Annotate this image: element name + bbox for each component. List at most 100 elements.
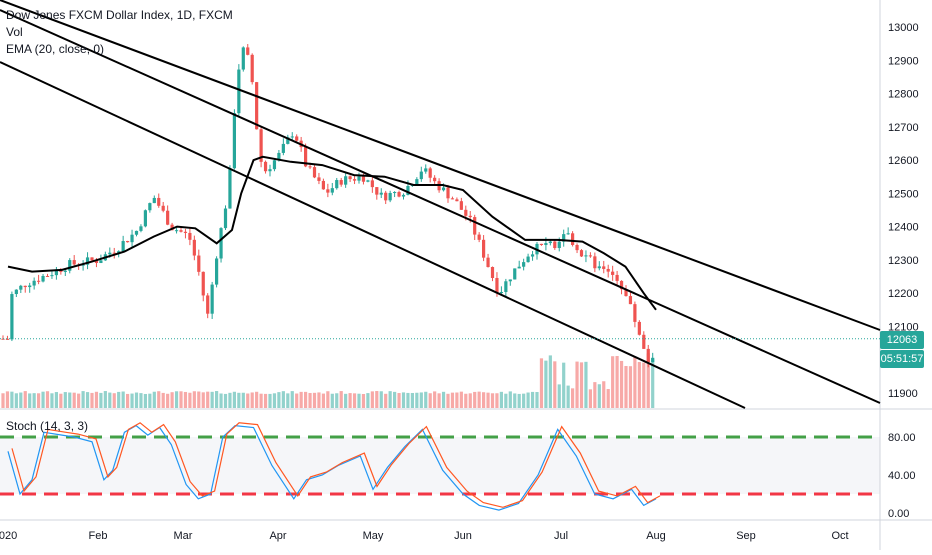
volume-bar-55	[246, 393, 250, 408]
volume-bar-8	[37, 393, 41, 408]
candle-body-109	[486, 257, 490, 268]
legend-volume[interactable]: Vol	[6, 25, 23, 39]
candle-body-58	[259, 129, 263, 162]
volume-bar-121	[539, 358, 544, 408]
volume-bar-0	[1, 393, 5, 408]
volume-bar-52	[232, 391, 236, 408]
volume-bar-114	[508, 391, 512, 408]
candle-body-105	[468, 215, 472, 218]
legend-title[interactable]: Dow Jones FXCM Dollar Index, 1D, FXCM	[6, 8, 233, 22]
candle-body-49	[219, 228, 223, 259]
stoch-k-line	[7, 424, 657, 511]
candle-body-29	[130, 234, 134, 243]
candle-body-106	[473, 217, 477, 235]
candle-body-73	[326, 189, 330, 193]
candle-body-72	[321, 180, 325, 190]
candle-body-3	[14, 289, 18, 295]
volume-bar-15	[68, 392, 72, 408]
volume-bar-32	[143, 393, 147, 408]
candle-body-20	[90, 257, 94, 261]
countdown-tag: 05:51:57	[880, 350, 924, 368]
candle-body-130	[579, 250, 584, 257]
volume-bar-47	[210, 391, 214, 408]
y-tick-label-0: 13000	[888, 22, 919, 34]
volume-bar-104	[464, 393, 468, 408]
candle-body-66	[295, 136, 299, 141]
candle-body-88	[393, 192, 397, 194]
volume-bar-144	[642, 362, 646, 408]
volume-bar-13	[59, 393, 63, 408]
volume-bar-95	[424, 391, 428, 408]
candle-body-96	[428, 168, 432, 178]
legend-ema[interactable]: EMA (20, close, 0)	[6, 42, 105, 56]
candle-body-62	[277, 152, 281, 161]
volume-bar-25	[112, 393, 116, 408]
volume-bar-54	[241, 392, 245, 408]
candle-body-127	[566, 233, 570, 235]
volume-bar-111	[495, 393, 499, 408]
volume-bar-39	[174, 391, 179, 408]
candle-body-35	[157, 197, 161, 206]
candle-body-30	[134, 230, 139, 235]
candle-body-82	[366, 180, 370, 182]
candle-body-129	[575, 244, 579, 251]
volume-bar-56	[250, 392, 254, 408]
volume-bar-141	[628, 366, 633, 408]
candle-body-93	[415, 179, 419, 185]
volume-bar-28	[126, 393, 130, 408]
volume-bar-100	[446, 393, 450, 408]
volume-bar-40	[179, 391, 183, 408]
candle-body-11	[50, 275, 54, 277]
volume-bar-31	[139, 393, 143, 408]
volume-bar-38	[170, 392, 174, 408]
volume-bar-16	[72, 392, 76, 408]
x-tick-label-7: Aug	[646, 530, 666, 542]
candle-body-6	[28, 285, 32, 288]
volume-bar-20	[90, 392, 94, 408]
candle-body-84	[375, 187, 379, 195]
candle-body-2	[10, 294, 14, 340]
candle-body-70	[312, 167, 317, 178]
y-tick-label-8: 12200	[888, 288, 919, 300]
candle-body-21	[94, 260, 99, 264]
volume-bar-18	[81, 391, 85, 408]
volume-bar-109	[486, 392, 490, 408]
volume-bar-138	[615, 356, 619, 408]
candle-body-121	[539, 243, 544, 246]
volume-bar-102	[455, 392, 459, 408]
volume-bar-69	[308, 392, 312, 408]
candle-body-113	[504, 281, 508, 293]
candle-body-136	[606, 268, 610, 272]
volume-bar-64	[286, 393, 290, 408]
volume-bar-45	[201, 392, 205, 408]
candle-body-108	[482, 239, 486, 258]
candle-body-28	[126, 241, 130, 243]
volume-bar-5	[23, 391, 27, 408]
y-tick-label-5: 12500	[888, 188, 919, 200]
volume-bar-3	[14, 393, 18, 408]
volume-bar-110	[490, 393, 495, 408]
candle-body-15	[68, 260, 72, 271]
candle-body-69	[308, 166, 312, 168]
candle-body-117	[522, 262, 526, 267]
volume-bar-136	[606, 389, 610, 408]
candle-body-91	[406, 186, 410, 195]
candle-body-86	[384, 192, 388, 201]
candle-body-111	[495, 277, 499, 294]
candle-body-54	[241, 47, 245, 70]
volume-bar-82	[366, 393, 370, 408]
candle-body-124	[553, 241, 557, 249]
candle-body-85	[379, 192, 383, 195]
candle-body-138	[615, 274, 619, 281]
candle-body-90	[401, 194, 406, 197]
candle-body-52	[232, 113, 236, 169]
volume-bar-62	[277, 392, 281, 408]
stoch-legend[interactable]: Stoch (14, 3, 3)	[6, 419, 89, 433]
y-tick-label-2: 12800	[888, 89, 919, 101]
volume-bar-75	[335, 393, 339, 408]
volume-bar-26	[117, 391, 121, 408]
volume-bar-44	[197, 391, 201, 408]
candle-body-125	[557, 241, 561, 249]
candle-body-65	[290, 136, 294, 138]
y-tick-label-10: 11900	[888, 388, 918, 400]
